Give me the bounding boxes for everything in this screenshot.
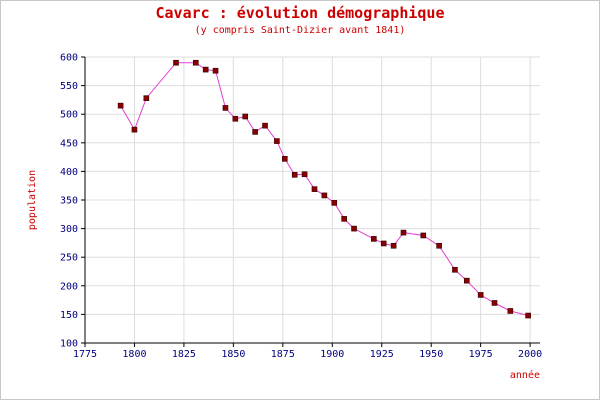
- data-point-1911: [351, 225, 357, 232]
- data-point-1896: [321, 192, 328, 199]
- x-tick-label-1950: 1950: [419, 349, 443, 360]
- series-layer: [117, 59, 531, 319]
- x-tick-label-1850: 1850: [221, 349, 245, 360]
- data-point-1891: [311, 186, 318, 192]
- chart-title: Cavarc : évolution démographique: [156, 4, 445, 22]
- data-point-1946: [420, 232, 427, 239]
- tick-labels: 100 150 200 250 300 350 400 450 500 550 600 1775 180…: [60, 53, 542, 361]
- y-tick-label-200: 200: [60, 281, 78, 292]
- data-point-1921: [371, 236, 377, 242]
- data-point-1806: [143, 95, 150, 101]
- data-point-1901: [331, 200, 338, 206]
- data-point-1968: [464, 277, 470, 284]
- y-tick-label-550: 550: [60, 81, 78, 92]
- y-tick-label-150: 150: [60, 310, 78, 321]
- data-point-1926: [380, 240, 387, 247]
- series-line-0: [120, 62, 529, 316]
- data-point-1954: [436, 242, 442, 249]
- grid: [84, 56, 540, 344]
- data-point-1836: [202, 66, 209, 73]
- data-point-1861: [252, 129, 258, 135]
- data-point-1793: [117, 102, 124, 109]
- x-tick-label-1875: 1875: [271, 349, 295, 360]
- data-point-1962: [452, 266, 458, 273]
- chart-subtitle: (y compris Saint-Dizier avant 1841): [195, 25, 406, 36]
- data-point-1841: [212, 67, 219, 74]
- data-point-1872: [274, 138, 280, 144]
- x-tick-label-2000: 2000: [518, 349, 542, 360]
- y-tick-label-500: 500: [60, 110, 78, 121]
- data-point-1931: [390, 242, 397, 249]
- data-point-1886: [301, 171, 308, 178]
- data-point-1800: [131, 126, 138, 133]
- x-tick-label-1925: 1925: [370, 349, 394, 360]
- y-tick-label-300: 300: [60, 224, 78, 235]
- y-tick-label-600: 600: [60, 53, 78, 64]
- data-point-1982: [491, 300, 498, 306]
- data-point-1831: [192, 59, 199, 66]
- data-point-1999: [525, 312, 531, 319]
- data-point-1856: [242, 113, 249, 120]
- y-tick-label-400: 400: [60, 167, 78, 178]
- data-point-1846: [222, 105, 229, 111]
- data-point-1851: [232, 115, 239, 122]
- data-point-1906: [341, 216, 347, 222]
- data-point-1975: [477, 292, 484, 298]
- y-axis-label: population: [27, 170, 38, 230]
- data-point-1881: [291, 172, 298, 178]
- x-tick-label-1900: 1900: [320, 349, 344, 360]
- y-tick-label-250: 250: [60, 253, 78, 264]
- axes: [81, 56, 540, 347]
- x-tick-label-1775: 1775: [73, 349, 97, 360]
- data-point-1876: [282, 156, 288, 162]
- y-tick-label-100: 100: [60, 339, 78, 350]
- data-point-1936: [400, 229, 407, 236]
- y-tick-label-450: 450: [60, 138, 78, 149]
- data-point-1990: [507, 308, 514, 314]
- x-tick-label-1825: 1825: [172, 349, 196, 360]
- data-point-1866: [262, 122, 268, 129]
- x-tick-label-1800: 1800: [122, 349, 146, 360]
- data-point-1821: [173, 59, 179, 66]
- x-axis-label: année: [510, 369, 540, 381]
- y-tick-label-350: 350: [60, 196, 78, 207]
- x-tick-label-1975: 1975: [469, 349, 493, 360]
